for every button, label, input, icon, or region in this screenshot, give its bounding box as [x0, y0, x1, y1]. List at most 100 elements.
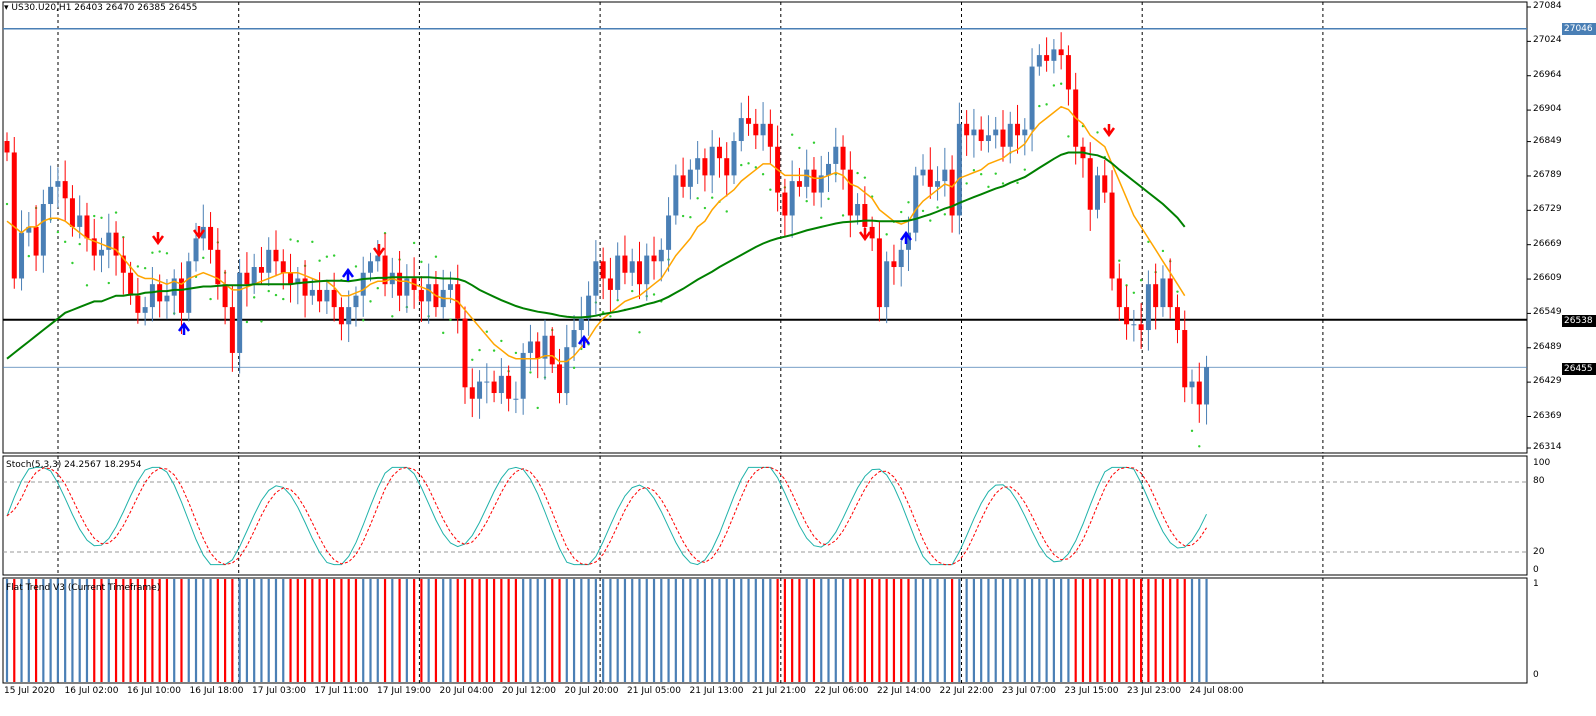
candle-body [324, 289, 330, 302]
horizontal-levels[interactable] [3, 28, 1527, 553]
sar-dot [332, 254, 336, 257]
sar-dot [85, 284, 89, 287]
candle-body [913, 175, 919, 233]
sar-dot [391, 315, 394, 318]
sar-dot [936, 206, 939, 209]
sar-dot [609, 315, 612, 318]
candle-body [520, 352, 526, 399]
candle-body [964, 123, 970, 136]
sar-dot [1161, 249, 1165, 253]
candle-body [905, 232, 911, 250]
candle-body [84, 215, 90, 239]
flat-level-1: 1 [1533, 579, 1539, 589]
sar-dot [1190, 429, 1194, 433]
candle-body [331, 289, 337, 308]
sar-dot [500, 339, 503, 343]
candle-body [942, 169, 948, 182]
sar-dot [616, 299, 619, 302]
candle-body [1124, 307, 1130, 325]
candle-body [804, 169, 810, 187]
candle-body [935, 181, 941, 187]
candle-body [288, 272, 294, 285]
candle-body [680, 175, 686, 187]
down-arrow-icon [1102, 124, 1116, 138]
sar-dot [943, 213, 947, 216]
candle-body [687, 169, 693, 187]
pane-frames [2, 1, 1531, 684]
time-label: 16 Jul 18:00 [189, 686, 244, 696]
candle-body [695, 158, 701, 170]
sar-dot [471, 358, 474, 361]
support-price-tag: 26538 [1562, 315, 1596, 327]
candle-body [564, 347, 570, 394]
sar-dot [136, 265, 140, 268]
candlesticks [4, 32, 1210, 425]
sar-dot [252, 296, 256, 299]
candle-body [709, 146, 715, 176]
sar-dot [420, 260, 423, 264]
candle-body [658, 249, 664, 262]
candle-body [985, 135, 991, 142]
candle-body [651, 255, 657, 262]
candle-body [462, 318, 468, 388]
sar-dot [478, 348, 481, 352]
candle-body [1153, 284, 1159, 308]
time-label: 23 Jul 07:00 [1002, 686, 1056, 696]
candle-body [1174, 307, 1180, 331]
price-tick-label: 27024 [1533, 35, 1562, 46]
candle-body [869, 226, 875, 239]
candle-body [927, 169, 933, 187]
slow-ma-line [6, 151, 1186, 360]
candle-body [215, 249, 221, 285]
candle-body [1036, 55, 1042, 67]
candle-body [949, 169, 955, 216]
candle-body [26, 226, 32, 233]
candle-body [847, 169, 853, 216]
candle-body [77, 215, 83, 227]
candle-body [978, 129, 984, 142]
sar-dot [369, 300, 372, 303]
candle-body [796, 181, 802, 187]
candle-body [469, 387, 475, 399]
candle-body [571, 330, 577, 348]
candle-body [222, 284, 228, 308]
candle-body [855, 204, 861, 216]
candle-body [746, 118, 752, 124]
candle-body [578, 318, 584, 331]
sar-dot [245, 320, 249, 324]
sar-dot [267, 289, 270, 293]
sar-dot [1059, 82, 1063, 85]
price-tick-label: 26729 [1533, 204, 1562, 215]
sar-dot [1038, 104, 1041, 108]
sar-dot [900, 210, 903, 214]
sar-dot [740, 163, 743, 167]
sar-dot [165, 252, 169, 255]
sar-dot [761, 173, 765, 176]
symbol-header[interactable]: ▾ US30.U20,H1 26403 26470 26385 26455 [4, 3, 197, 13]
stochastic-oscillator [6, 466, 1207, 566]
candle-body [48, 186, 54, 205]
grid-lines [57, 2, 1324, 683]
candle-body [99, 249, 105, 256]
time-label: 17 Jul 11:00 [314, 686, 369, 696]
candle-body [716, 146, 722, 159]
candle-body [956, 123, 962, 216]
candle-body [178, 278, 184, 313]
candle-body [818, 175, 824, 193]
price-tick-label: 26904 [1533, 104, 1562, 115]
candle-body [767, 123, 773, 147]
time-label: 22 Jul 06:00 [814, 686, 869, 696]
sar-dot [93, 214, 96, 218]
sar-dot [71, 261, 74, 265]
sar-dot [536, 406, 539, 410]
dropdown-triangle-icon[interactable]: ▾ [4, 3, 9, 13]
time-label: 23 Jul 23:00 [1127, 686, 1181, 696]
candle-body [113, 232, 119, 256]
sar-dot [710, 196, 714, 199]
candle-body [789, 181, 795, 216]
sar-dot [921, 209, 925, 213]
candle-body [1116, 278, 1122, 308]
sar-dot [1096, 131, 1099, 134]
candle-body [826, 163, 832, 176]
